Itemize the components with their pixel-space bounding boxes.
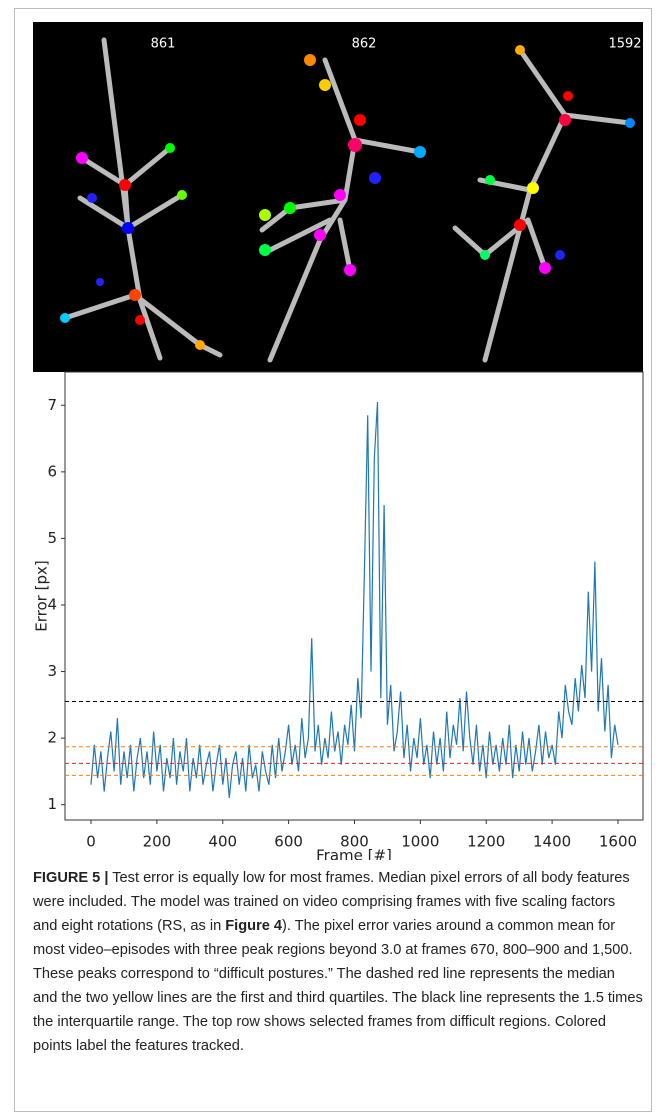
x-tick-label: 400: [208, 833, 237, 851]
y-tick-label: 4: [47, 595, 57, 613]
caption-label: FIGURE 5 |: [33, 870, 109, 886]
feature-points: [60, 45, 635, 350]
figure: 861 862 1592 Error [px] Frame [#] 1 2 3 4 5 6…: [33, 22, 644, 861]
panel-label: 1592: [608, 37, 641, 52]
x-tick-label: 1400: [533, 833, 571, 851]
y-axis-label: Error [px]: [33, 560, 51, 631]
figure-frame: [14, 8, 652, 1112]
x-axis-label: Frame [#]: [316, 847, 392, 861]
x-tick-label: 1600: [599, 833, 637, 851]
y-tick-label: 5: [47, 529, 57, 547]
caption: FIGURE 5 | Test error is equally low for…: [33, 866, 643, 1058]
x-tick-label: 0: [86, 833, 96, 851]
y-tick-label: 6: [47, 462, 57, 480]
x-tick-label: 800: [340, 833, 369, 851]
y-tick-label: 7: [47, 396, 57, 414]
x-tick-label: 1200: [467, 833, 505, 851]
caption-text: ). The pixel error varies around a commo…: [33, 918, 643, 1054]
y-tick-label: 1: [47, 795, 57, 813]
caption-ref: Figure 4: [225, 918, 283, 934]
caption-text: Test error is equally low for most frame…: [33, 870, 630, 934]
data-line: [90, 401, 619, 799]
panel-label: 861: [151, 37, 176, 52]
x-tick-label: 200: [143, 833, 172, 851]
x-tick-label: 600: [274, 833, 303, 851]
y-tick-label: 3: [47, 662, 57, 680]
y-tick-label: 2: [47, 729, 57, 747]
x-tick-label: 1000: [401, 833, 439, 851]
panel-label: 862: [352, 37, 377, 52]
